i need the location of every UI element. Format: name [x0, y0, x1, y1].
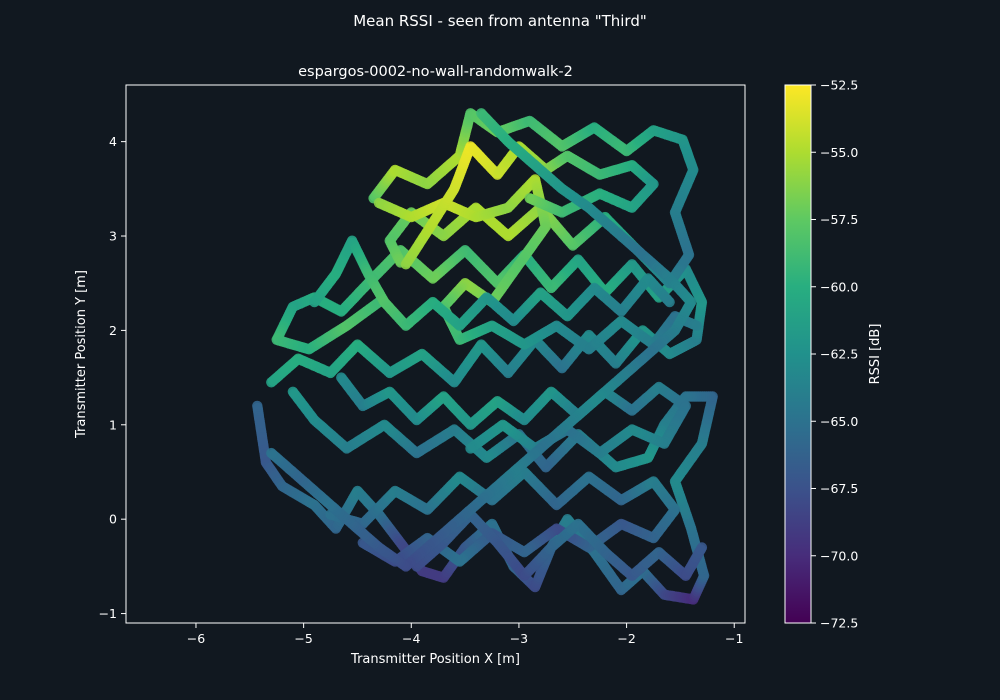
- scatter-point: [691, 320, 702, 331]
- chart-title: espargos-0002-no-wall-randomwalk-2: [298, 64, 573, 80]
- colorbar-ticks: −72.5 −70.0 −67.5 −65.0 −62.5 −60.0 −57.5 −55.0…: [811, 78, 858, 631]
- colorbar-tick-label: −62.5: [820, 347, 858, 362]
- y-tick-label: 1: [109, 417, 117, 432]
- y-tick-label: −1: [99, 606, 117, 621]
- y-tick-label: 2: [109, 323, 117, 338]
- colorbar: −72.5 −70.0 −67.5 −65.0 −62.5 −60.0 −57.5 −55.0…: [784, 78, 883, 631]
- x-tick-label: −5: [294, 631, 312, 646]
- colorbar-label: RSSI [dB]: [868, 324, 883, 385]
- colorbar-tick-label: −65.0: [820, 414, 858, 429]
- scatter-point: [465, 443, 476, 454]
- scatter-point: [696, 542, 708, 553]
- y-tick-label: 3: [109, 229, 117, 244]
- colorbar-tick-label: −67.5: [820, 481, 858, 496]
- y-tick-label: 0: [109, 512, 117, 527]
- colorbar-tick-label: −60.0: [820, 279, 858, 294]
- y-axis-label: Transmitter Position Y [m]: [74, 270, 89, 439]
- walk-segment-5: [325, 466, 681, 567]
- walk-segment-7: [309, 235, 675, 331]
- x-axis-label: Transmitter Position X [m]: [350, 652, 520, 667]
- scatter-point: [287, 386, 299, 397]
- x-tick-label: −2: [617, 631, 635, 646]
- scatter-point: [266, 447, 277, 459]
- colorbar-tick-label: −55.0: [820, 145, 858, 160]
- walk-segment-9: [266, 108, 697, 572]
- colorbar-tick-label: −57.5: [820, 212, 858, 227]
- colorbar-tick-label: −70.0: [820, 548, 858, 563]
- colorbar-tick-label: −52.5: [820, 78, 858, 93]
- colorbar-tick-label: −72.5: [820, 616, 858, 631]
- plot-area: [125, 84, 746, 624]
- scatter-point: [664, 296, 675, 308]
- y-axis: −1 0 1 2 3 4: [99, 134, 126, 621]
- x-tick-label: −3: [510, 631, 528, 646]
- scatter-point: [524, 193, 535, 204]
- x-tick-label: −4: [402, 631, 420, 646]
- x-axis: −6 −5 −4 −3 −2 −1: [187, 623, 743, 646]
- scatter-points: [252, 108, 718, 605]
- y-tick-label: 4: [109, 134, 117, 149]
- colorbar-gradient: [784, 84, 812, 624]
- plot-frame: [125, 84, 746, 624]
- x-tick-label: −6: [187, 631, 205, 646]
- figure-suptitle: Mean RSSI - seen from antenna "Third": [353, 12, 647, 30]
- x-tick-label: −1: [725, 631, 743, 646]
